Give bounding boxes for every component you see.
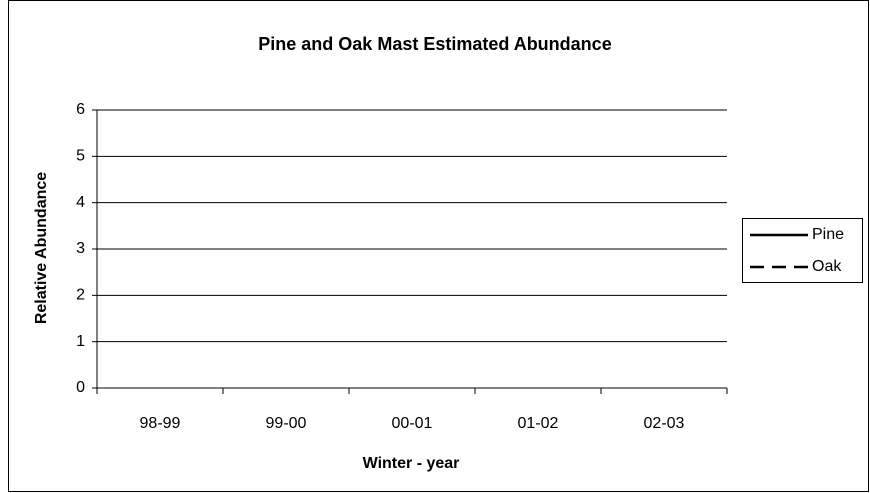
x-tick-label: 99-00 — [266, 415, 307, 432]
y-tick-label: 6 — [76, 101, 85, 118]
chart-border — [8, 0, 869, 492]
y-tick-label: 4 — [76, 194, 85, 211]
legend-box — [742, 218, 863, 283]
x-tick-label: 00-01 — [392, 415, 433, 432]
y-axis-title: Relative Abundance — [33, 172, 50, 324]
legend-label: Oak — [812, 258, 842, 275]
y-tick-label: 5 — [76, 148, 85, 165]
x-tick-label: 01-02 — [518, 415, 559, 432]
x-axis-title: Winter - year — [363, 455, 460, 472]
y-tick-label: 1 — [76, 333, 85, 350]
chart-title: Pine and Oak Mast Estimated Abundance — [258, 34, 611, 54]
y-tick-label: 2 — [76, 287, 85, 304]
x-tick-label: 02-03 — [644, 415, 685, 432]
y-tick-label: 3 — [76, 240, 85, 257]
x-tick-label: 98-99 — [140, 415, 181, 432]
legend-label: Pine — [812, 226, 844, 243]
y-tick-label: 0 — [76, 379, 85, 396]
